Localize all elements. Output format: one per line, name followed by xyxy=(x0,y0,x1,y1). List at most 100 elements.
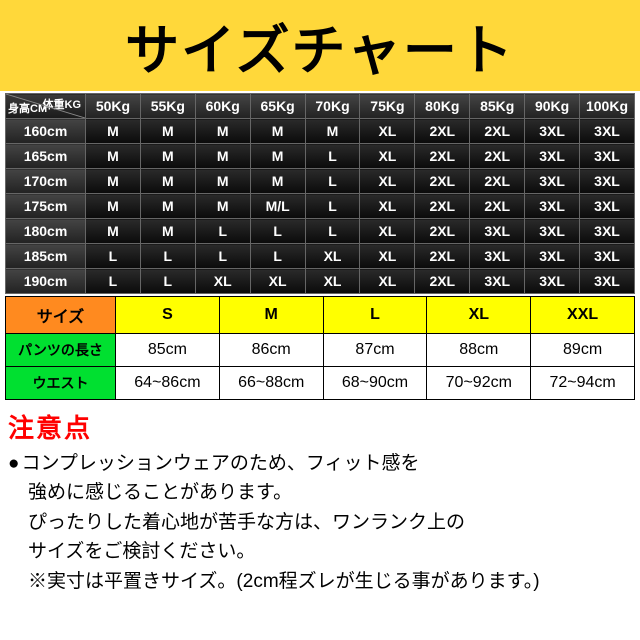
chart-corner-cell: 体重KG身高CM xyxy=(6,94,86,119)
size-cell: M xyxy=(250,169,305,194)
size-cell: M xyxy=(86,219,141,244)
size-cell: 2XL xyxy=(470,194,525,219)
size-cell: M xyxy=(140,169,195,194)
size-cell: M xyxy=(250,144,305,169)
measurement-cell: 85cm xyxy=(116,334,220,367)
caution-line: ぴったりした着心地が苦手な方は、ワンランク上の xyxy=(28,508,628,537)
size-chart-table: 体重KG身高CM50Kg55Kg60Kg65Kg70Kg75Kg80Kg85Kg… xyxy=(5,93,635,294)
size-cell: XL xyxy=(360,269,415,294)
size-cell: 3XL xyxy=(525,119,580,144)
caution-heading: 注意点 xyxy=(8,408,632,445)
size-cell: L xyxy=(305,144,360,169)
size-cell: 3XL xyxy=(525,144,580,169)
size-cell: 2XL xyxy=(415,194,470,219)
weight-header: 70Kg xyxy=(305,94,360,119)
size-cell: M xyxy=(195,169,250,194)
weight-header: 85Kg xyxy=(470,94,525,119)
weight-header: 80Kg xyxy=(415,94,470,119)
weight-header: 50Kg xyxy=(86,94,141,119)
size-cell: 3XL xyxy=(525,194,580,219)
measurement-cell: 88cm xyxy=(427,334,531,367)
weight-header: 60Kg xyxy=(195,94,250,119)
size-cell: L xyxy=(250,219,305,244)
size-column-header: M xyxy=(219,297,323,334)
size-cell: 2XL xyxy=(470,119,525,144)
measurement-cell: 89cm xyxy=(531,334,635,367)
size-column-header: S xyxy=(116,297,220,334)
size-cell: 3XL xyxy=(470,219,525,244)
height-header: 180cm xyxy=(6,219,86,244)
size-cell: XL xyxy=(305,269,360,294)
page-title: サイズチャート xyxy=(0,0,640,91)
size-cell: 3XL xyxy=(525,244,580,269)
size-cell: M xyxy=(250,119,305,144)
size-cell: XL xyxy=(360,144,415,169)
size-cell: XL xyxy=(305,244,360,269)
size-column-header: XXL xyxy=(531,297,635,334)
size-cell: L xyxy=(140,269,195,294)
caution-line: コンプレッションウェアのため、フィット感を xyxy=(28,449,628,478)
size-cell: 2XL xyxy=(415,269,470,294)
size-cell: 2XL xyxy=(470,144,525,169)
height-header: 190cm xyxy=(6,269,86,294)
size-cell: 2XL xyxy=(415,219,470,244)
size-cell: M xyxy=(140,119,195,144)
measurement-row-header: パンツの長さ xyxy=(6,334,116,367)
size-cell: XL xyxy=(360,219,415,244)
size-cell: 3XL xyxy=(525,169,580,194)
size-cell: 2XL xyxy=(415,244,470,269)
measurement-cell: 72~94cm xyxy=(531,367,635,400)
size-cell: 3XL xyxy=(470,269,525,294)
size-cell: 3XL xyxy=(580,269,635,294)
size-cell: L xyxy=(195,219,250,244)
measurement-cell: 68~90cm xyxy=(323,367,427,400)
size-cell: L xyxy=(195,244,250,269)
size-cell: L xyxy=(250,244,305,269)
measurement-cell: 86cm xyxy=(219,334,323,367)
measurement-cell: 87cm xyxy=(323,334,427,367)
size-cell: 2XL xyxy=(415,119,470,144)
weight-header: 90Kg xyxy=(525,94,580,119)
size-cell: L xyxy=(305,194,360,219)
size-cell: XL xyxy=(360,119,415,144)
height-header: 175cm xyxy=(6,194,86,219)
size-label-header: サイズ xyxy=(6,297,116,334)
size-cell: XL xyxy=(360,244,415,269)
caution-line: ※実寸は平置きサイズ。(2cm程ズレが生じる事があります。) xyxy=(28,567,628,596)
size-cell: 3XL xyxy=(580,219,635,244)
size-cell: 3XL xyxy=(580,144,635,169)
height-header: 165cm xyxy=(6,144,86,169)
size-cell: 3XL xyxy=(580,119,635,144)
size-cell: M/L xyxy=(250,194,305,219)
caution-line: サイズをご検討ください。 xyxy=(28,537,628,566)
size-cell: M xyxy=(140,194,195,219)
height-header: 160cm xyxy=(6,119,86,144)
size-cell: 2XL xyxy=(415,144,470,169)
height-header: 170cm xyxy=(6,169,86,194)
size-cell: L xyxy=(140,244,195,269)
size-cell: 3XL xyxy=(580,194,635,219)
weight-header: 75Kg xyxy=(360,94,415,119)
caution-line: 強めに感じることがあります。 xyxy=(28,478,628,507)
measurement-row-header: ウエスト xyxy=(6,367,116,400)
size-cell: 2XL xyxy=(470,169,525,194)
size-column-header: XL xyxy=(427,297,531,334)
measurement-table: サイズSMLXLXXL パンツの長さ85cm86cm87cm88cm89cm ウエ… xyxy=(5,296,635,400)
size-cell: XL xyxy=(360,169,415,194)
weight-header: 55Kg xyxy=(140,94,195,119)
weight-header: 100Kg xyxy=(580,94,635,119)
size-cell: M xyxy=(86,194,141,219)
size-cell: XL xyxy=(250,269,305,294)
size-cell: M xyxy=(86,119,141,144)
caution-text: コンプレッションウェアのため、フィット感を強めに感じることがあります。ぴったりし… xyxy=(28,449,628,596)
measurement-cell: 64~86cm xyxy=(116,367,220,400)
size-cell: 3XL xyxy=(470,244,525,269)
size-cell: M xyxy=(140,219,195,244)
size-cell: M xyxy=(195,144,250,169)
size-cell: L xyxy=(86,244,141,269)
size-cell: M xyxy=(305,119,360,144)
size-cell: M xyxy=(195,119,250,144)
size-cell: M xyxy=(86,144,141,169)
size-cell: M xyxy=(140,144,195,169)
size-column-header: L xyxy=(323,297,427,334)
